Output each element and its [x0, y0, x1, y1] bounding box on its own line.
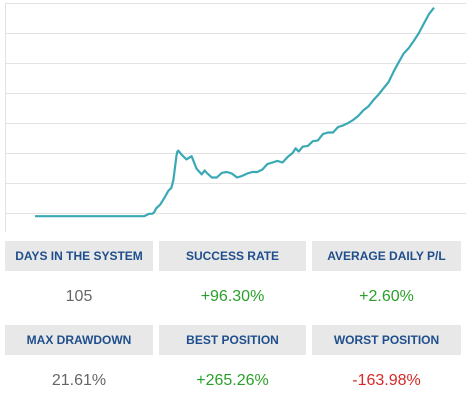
days-in-system-label: DAYS IN THE SYSTEM — [5, 241, 153, 271]
stats-value-row-1: 105 +96.30% +2.60% — [0, 282, 471, 312]
days-in-system-value: 105 — [65, 288, 93, 305]
worst-position-label: WORST POSITION — [312, 325, 461, 355]
stats-label-row-1: DAYS IN THE SYSTEM SUCCESS RATE AVERAGE … — [0, 241, 471, 271]
best-position-value: +265.26% — [196, 372, 269, 389]
max-drawdown-value: 21.61% — [51, 372, 107, 389]
average-daily-pl-value: +2.60% — [359, 288, 414, 305]
worst-position-value: -163.98% — [352, 372, 421, 389]
series-line-0 — [35, 7, 435, 218]
success-rate-label: SUCCESS RATE — [159, 241, 306, 271]
stats-label-row-2: MAX DRAWDOWN BEST POSITION WORST POSITIO… — [0, 325, 471, 355]
stats-value-row-2: 21.61% +265.26% -163.98% — [0, 366, 471, 396]
success-rate-value: +96.30% — [200, 288, 265, 305]
performance-chart — [5, 3, 466, 232]
best-position-label: BEST POSITION — [159, 325, 306, 355]
max-drawdown-label: MAX DRAWDOWN — [5, 325, 153, 355]
average-daily-pl-label: AVERAGE DAILY P/L — [312, 241, 461, 271]
